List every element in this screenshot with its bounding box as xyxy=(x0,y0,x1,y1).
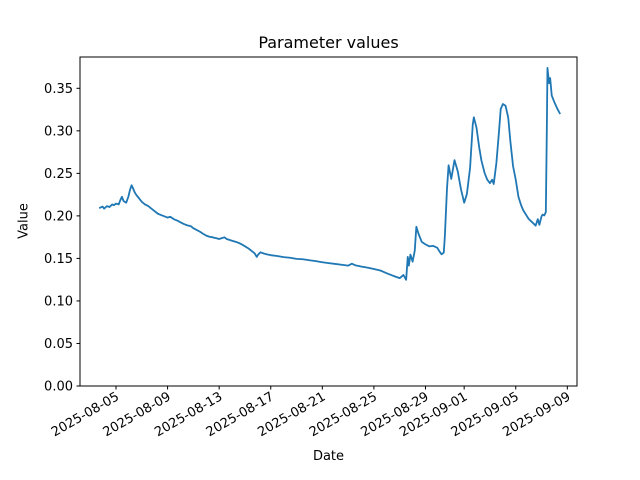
x-axis-label: Date xyxy=(312,449,345,464)
y-tick-label: 0.15 xyxy=(44,252,73,267)
y-tick-label: 0.30 xyxy=(44,124,73,139)
y-tick-label: 0.35 xyxy=(44,82,73,97)
y-tick-label: 0.10 xyxy=(44,294,73,309)
y-tick-label: 0.20 xyxy=(44,209,73,224)
chart-title: Parameter values xyxy=(258,33,399,52)
plot-frame xyxy=(79,56,578,387)
y-tick-label: 0.25 xyxy=(44,167,73,182)
y-tick-label: 0.00 xyxy=(44,380,73,395)
data-line xyxy=(98,66,561,281)
y-tick-label: 0.05 xyxy=(44,337,73,352)
